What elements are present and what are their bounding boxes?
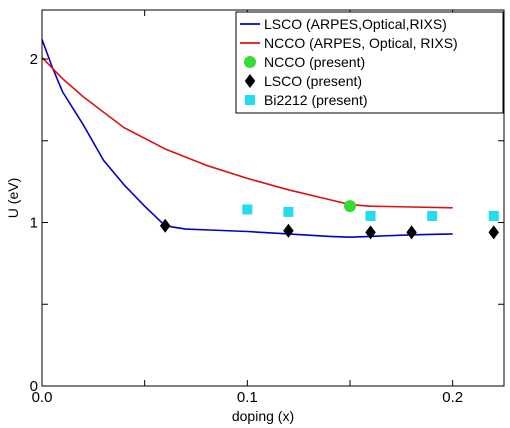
legend-label-bi2212-present: Bi2212 (present) (264, 92, 368, 108)
legend-swatch-bi2212-present (245, 95, 255, 105)
series-line-lsco-arpes-optical-rixs (41, 39, 453, 239)
x-axis-label: doping (x) (232, 408, 294, 424)
legend: LSCO (ARPES,Optical,RIXS) NCCO (ARPES, Op… (235, 11, 504, 114)
x-tick-label: 0.2 (442, 389, 463, 406)
y-axis-label: U (eV) (5, 178, 21, 218)
y-tick-label: 0 (30, 378, 38, 395)
x-tick-label: 0.1 (237, 389, 258, 406)
tick-layer: 0.0 0.1 0.2 0 1 2 (30, 10, 504, 406)
y-tick-label: 1 (30, 215, 38, 232)
legend-label-ncco-present: NCCO (present) (264, 54, 365, 70)
data-point-bi2212-present (283, 206, 294, 217)
y-tick-label: 2 (30, 51, 38, 68)
series-line-ncco-arpes-optical-rixs (41, 56, 453, 209)
data-point-lsco-present (406, 225, 417, 240)
data-point-lsco-present (488, 225, 499, 240)
data-point-lsco-present (159, 218, 171, 233)
data-point-bi2212-present (427, 210, 438, 221)
x-tick-label: 0.0 (32, 389, 53, 406)
data-point-ncco-present (344, 200, 356, 213)
data-point-lsco-present (365, 225, 376, 240)
data-point-bi2212-present (242, 204, 253, 215)
marker-layer (159, 200, 499, 240)
series-layer (41, 39, 453, 239)
data-point-lsco-present (283, 223, 294, 238)
data-point-bi2212-present (488, 210, 499, 221)
legend-swatch-ncco-present (244, 56, 256, 68)
legend-label-lsco-present: LSCO (present) (264, 73, 362, 89)
legend-swatch-lsco-present (244, 74, 256, 88)
legend-label-lsco-arpes-optical-rixs: LSCO (ARPES,Optical,RIXS) (264, 16, 447, 32)
legend-label-ncco-arpes-optical-rixs: NCCO (ARPES, Optical, RIXS) (264, 35, 458, 51)
legend-box (235, 11, 504, 114)
data-point-bi2212-present (365, 210, 376, 221)
plot-frame (41, 9, 505, 387)
